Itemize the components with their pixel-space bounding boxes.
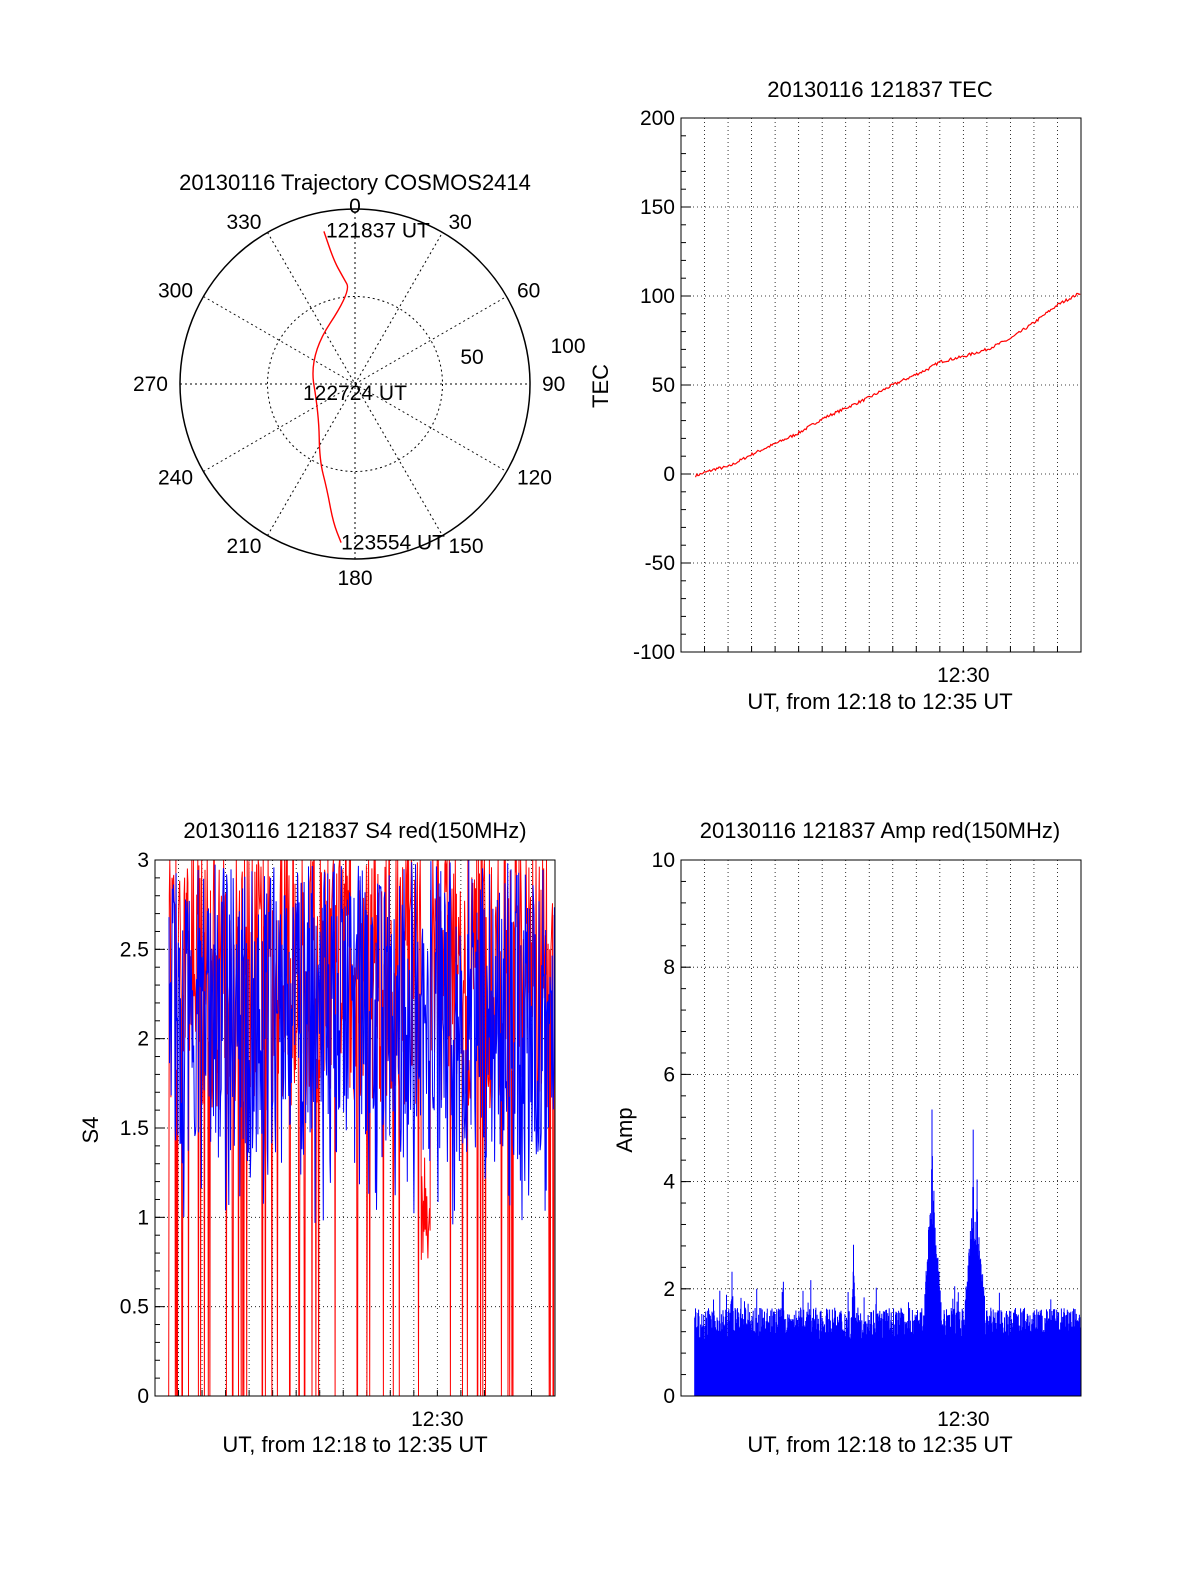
s4-x-axis-label: UT, from 12:18 to 12:35 UT [222, 1432, 487, 1457]
radius-label-100: 100 [550, 335, 585, 358]
polar-grid [179, 208, 531, 560]
y-tick-label: 3 [137, 849, 149, 872]
y-tick-label: 0 [137, 1385, 149, 1408]
amp-x-axis-label: UT, from 12:18 to 12:35 UT [747, 1432, 1012, 1457]
y-tick-label: -50 [645, 552, 675, 575]
azimuth-label: 240 [158, 467, 193, 490]
azimuth-label: 330 [226, 211, 261, 234]
tec-x-tick-label: 12:30 [937, 664, 990, 687]
trajectory-polar-panel: 20130116 Trajectory COSMOS2414 0 30 60 90 12… [133, 170, 586, 590]
y-tick-label: -100 [633, 641, 675, 664]
annotation-end-time: 123554 UT [341, 532, 445, 555]
azimuth-label: 60 [517, 280, 540, 303]
y-tick-label: 50 [652, 374, 675, 397]
amp-y-tick-labels: 10 8 6 4 2 0 [652, 849, 676, 1408]
azimuth-label: 150 [449, 535, 484, 558]
y-tick-label: 2 [137, 1028, 149, 1051]
y-tick-label: 8 [663, 956, 675, 979]
radius-label-50: 50 [460, 346, 483, 369]
y-tick-label: 4 [663, 1171, 675, 1194]
azimuth-label: 300 [158, 280, 193, 303]
y-tick-label: 150 [640, 196, 675, 219]
s4-title: 20130116 121837 S4 red(150MHz) [183, 818, 526, 843]
azimuth-label: 210 [226, 535, 261, 558]
y-tick-label: 0.5 [120, 1296, 149, 1319]
y-tick-label: 6 [663, 1063, 675, 1086]
tec-title: 20130116 121837 TEC [767, 77, 993, 102]
amp-series-area [694, 1109, 1082, 1396]
satellite-track-line [312, 231, 349, 543]
s4-x-tick-label: 12:30 [411, 1408, 464, 1431]
y-tick-label: 1.5 [120, 1117, 149, 1140]
azimuth-label: 90 [542, 373, 565, 396]
y-tick-label: 2.5 [120, 938, 149, 961]
polar-inner-circle [267, 296, 443, 472]
annotation-mid-time: 122724 UT [303, 382, 407, 405]
amp-title: 20130116 121837 Amp red(150MHz) [700, 818, 1060, 843]
tec-plot-frame [680, 117, 1082, 653]
azimuth-label: 270 [133, 373, 168, 396]
amp-x-tick-label: 12:30 [937, 1408, 990, 1431]
s4-blue-series-line [168, 860, 556, 1225]
amp-chart-panel: 20130116 121837 Amp red(150MHz) 1086420 … [612, 818, 1082, 1457]
y-tick-label: 0 [663, 463, 675, 486]
s4-chart-panel: 20130116 121837 S4 red(150MHz) 3 2.5 2 1.5 1… [78, 818, 556, 1457]
polar-azimuth-labels: 0 30 60 90 120 150 180 210 240 270 300 330 [133, 195, 565, 590]
s4-plot-frame [154, 859, 556, 1397]
azimuth-label: 30 [449, 211, 472, 234]
tec-chart-panel: 20130116 121837 TEC 200150100500-50-100 … [588, 77, 1082, 714]
azimuth-label: 120 [517, 467, 552, 490]
y-tick-label: 0 [663, 1385, 675, 1408]
azimuth-label: 0 [349, 195, 361, 218]
y-tick-label: 1 [137, 1206, 149, 1229]
y-tick-label: 200 [640, 107, 675, 130]
amp-y-axis-label: Amp [612, 1107, 637, 1152]
y-tick-label: 100 [640, 285, 675, 308]
tec-x-axis-label: UT, from 12:18 to 12:35 UT [747, 689, 1012, 714]
annotation-start-time: 121837 UT [326, 219, 430, 242]
azimuth-label: 180 [337, 567, 372, 590]
y-tick-label: 10 [652, 849, 675, 872]
tec-y-axis-label: TEC [588, 364, 613, 408]
y-tick-label: 2 [663, 1278, 675, 1301]
polar-spoke [267, 232, 443, 536]
s4-y-axis-label: S4 [78, 1117, 103, 1144]
tec-series-line [694, 292, 1081, 478]
amp-plot-frame [680, 859, 1082, 1397]
tec-y-tick-labels: 200 150 100 50 0 -50 -100 [633, 107, 675, 664]
s4-y-tick-labels: 3 2.5 2 1.5 1 0.5 0 [120, 849, 149, 1408]
trajectory-title: 20130116 Trajectory COSMOS2414 [179, 170, 531, 195]
tec-grid [681, 117, 1081, 653]
